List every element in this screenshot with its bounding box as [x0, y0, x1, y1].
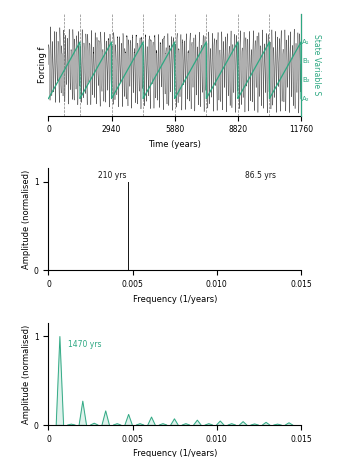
Polygon shape: [239, 422, 247, 425]
Text: 210 yrs: 210 yrs: [99, 171, 127, 180]
Polygon shape: [148, 417, 155, 425]
Text: 1470 yrs: 1470 yrs: [68, 340, 102, 349]
Polygon shape: [136, 424, 144, 425]
Polygon shape: [217, 421, 224, 425]
Polygon shape: [159, 424, 167, 425]
Polygon shape: [274, 424, 281, 425]
X-axis label: Time (years): Time (years): [148, 140, 201, 149]
X-axis label: Frequency (1/years): Frequency (1/years): [133, 449, 217, 457]
Polygon shape: [91, 423, 98, 425]
X-axis label: Frequency (1/years): Frequency (1/years): [133, 295, 217, 303]
Text: 86.5 yrs: 86.5 yrs: [245, 171, 276, 180]
Polygon shape: [102, 411, 109, 425]
Polygon shape: [125, 414, 132, 425]
Polygon shape: [228, 424, 235, 425]
Polygon shape: [79, 401, 86, 425]
Polygon shape: [285, 423, 293, 425]
Polygon shape: [68, 424, 75, 425]
Polygon shape: [205, 424, 212, 425]
Y-axis label: Amplitude (normalised): Amplitude (normalised): [22, 170, 31, 269]
Y-axis label: Amplitude (normalised): Amplitude (normalised): [22, 324, 31, 424]
Polygon shape: [113, 424, 121, 425]
Y-axis label: State Variable S: State Variable S: [312, 34, 321, 95]
Polygon shape: [194, 420, 201, 425]
Polygon shape: [56, 336, 64, 425]
Polygon shape: [262, 422, 270, 425]
Polygon shape: [182, 424, 190, 425]
Y-axis label: Forcing f: Forcing f: [38, 46, 47, 83]
Polygon shape: [171, 419, 178, 425]
Polygon shape: [251, 424, 258, 425]
